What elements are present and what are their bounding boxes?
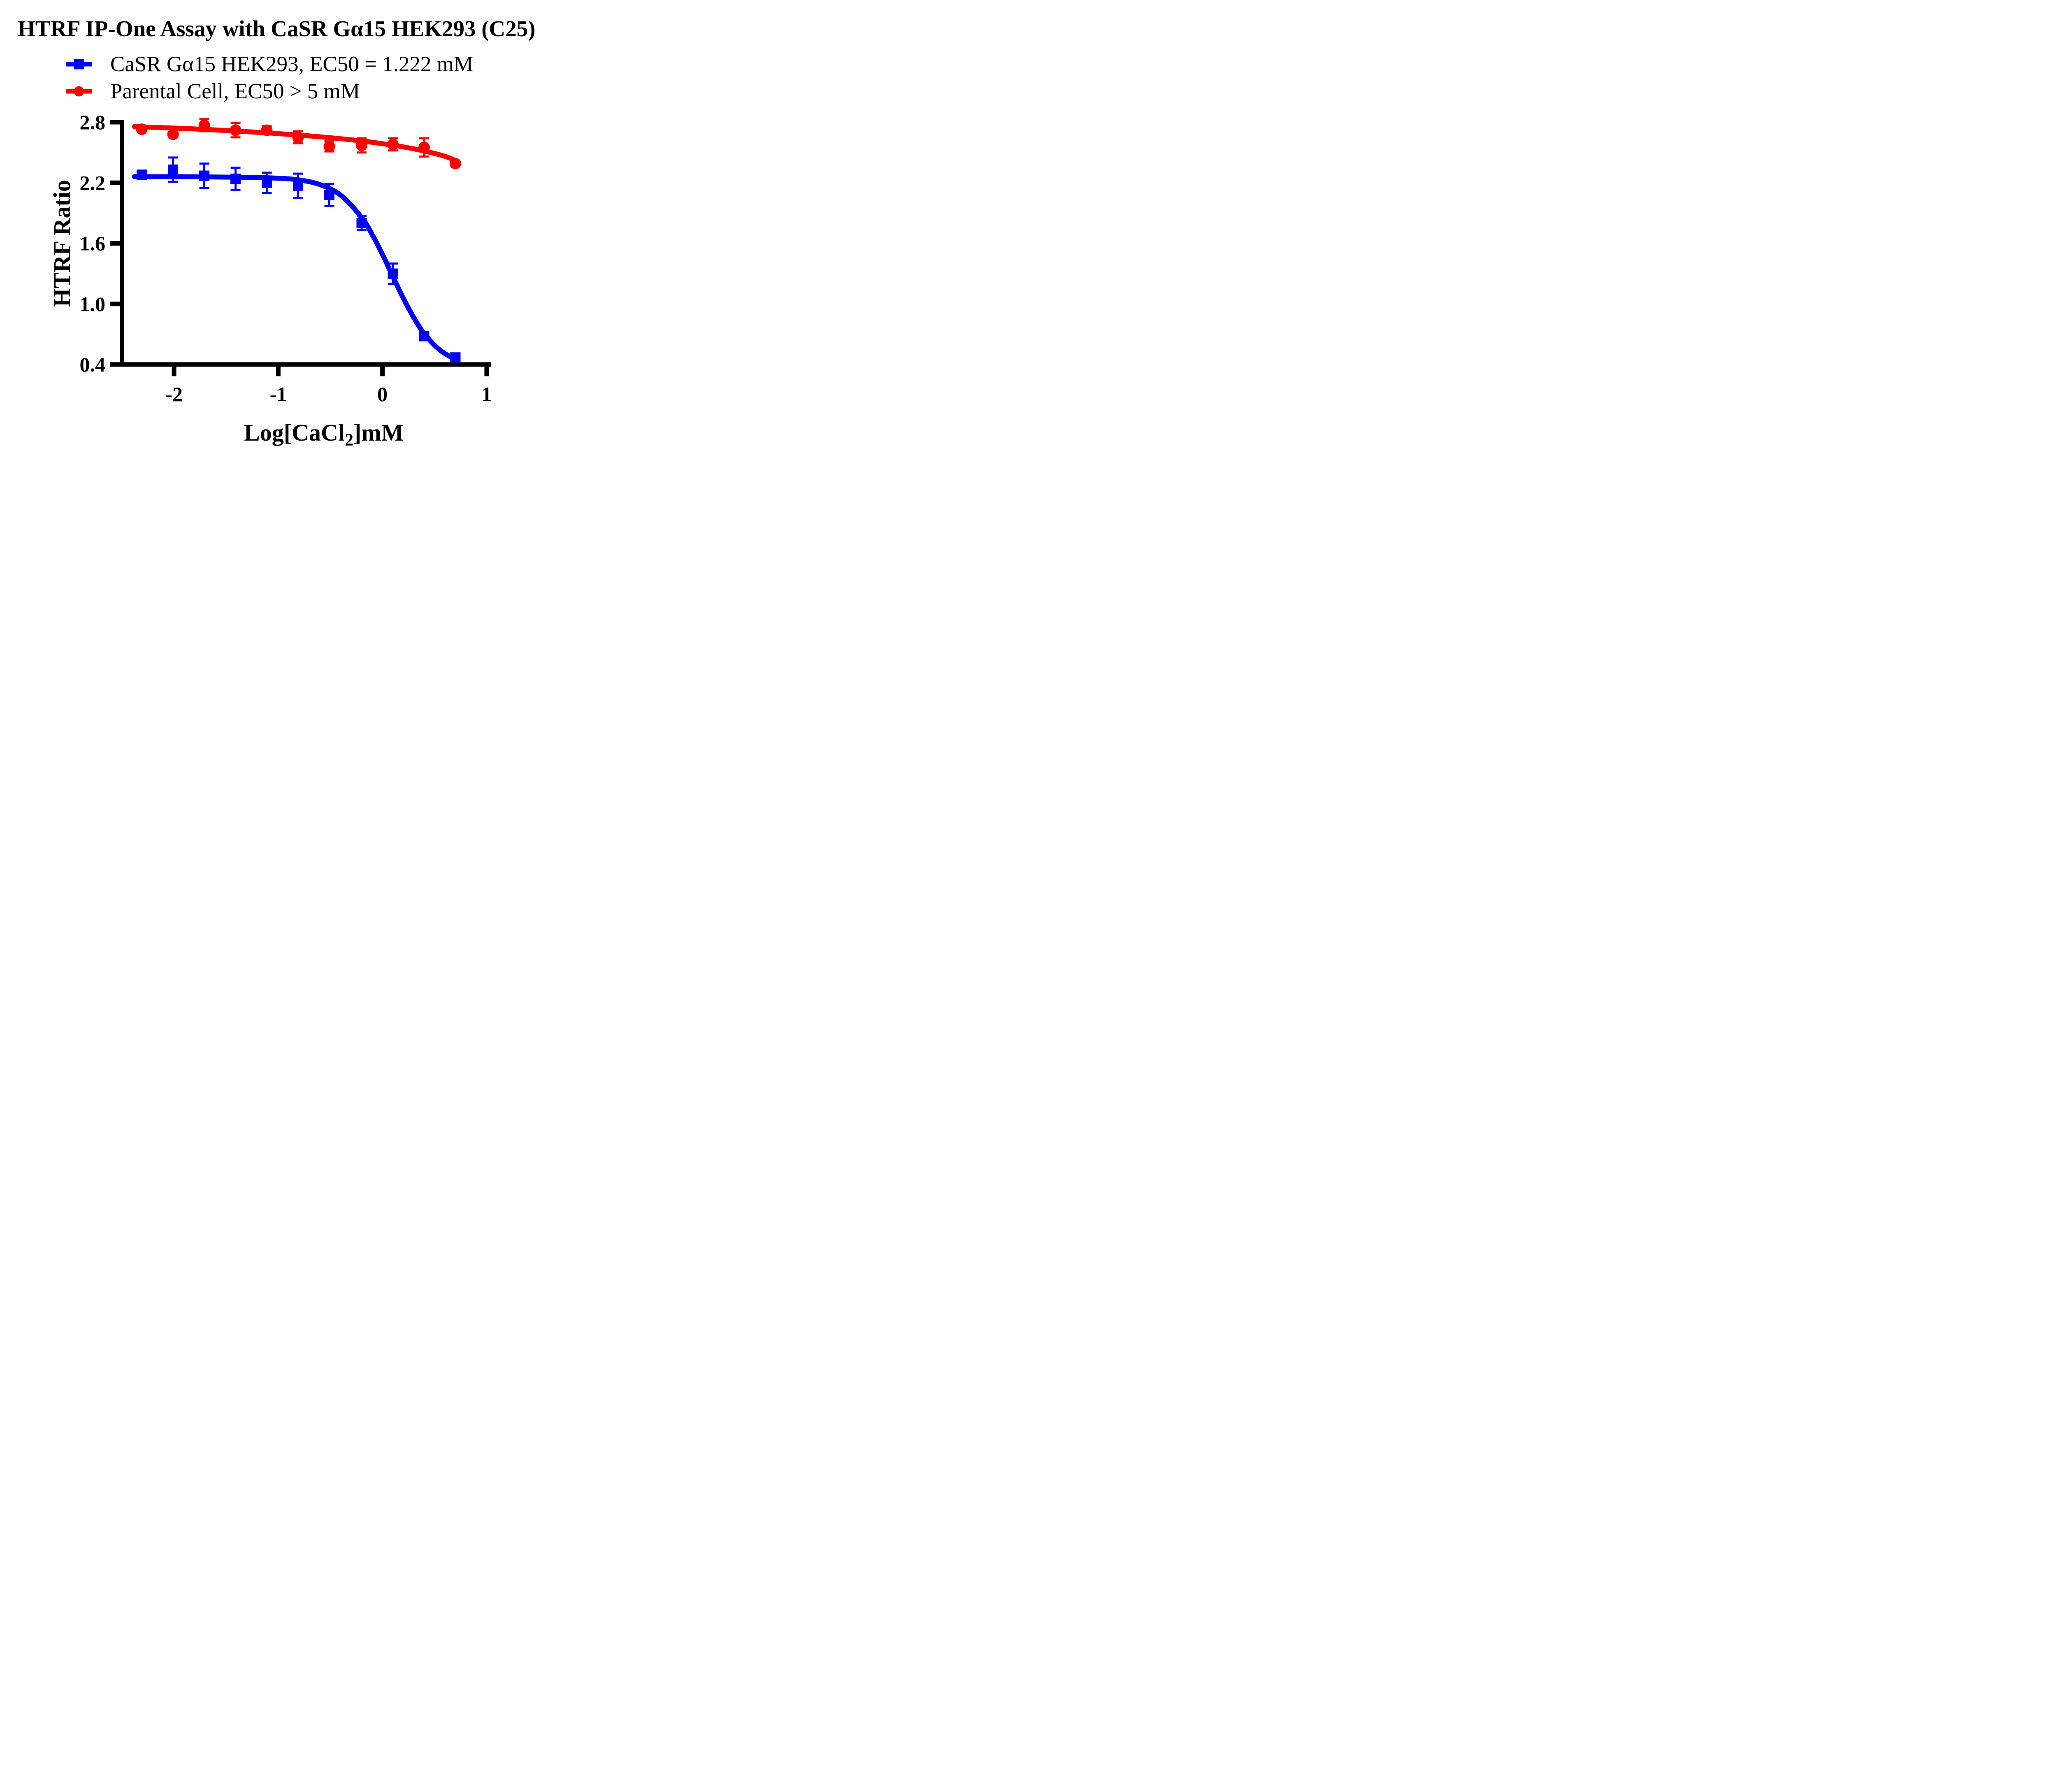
y-tick-label: 1.0 — [80, 292, 106, 316]
data-point-square — [199, 170, 210, 181]
y-axis-title: HTRF Ratio — [49, 180, 75, 307]
data-point-square — [293, 181, 304, 191]
data-point-square — [419, 331, 430, 341]
chart-title: HTRF IP-One Assay with CaSR Gα15 HEK293 … — [18, 16, 536, 41]
data-point-circle — [323, 140, 335, 152]
data-point-circle — [292, 131, 304, 143]
data-point-circle — [261, 124, 273, 136]
legend-marker-square — [66, 56, 92, 72]
x-axis-title: Log[CaCl2]mM — [244, 419, 404, 448]
legend-item-parental: Parental Cell, EC50 > 5 mM — [66, 78, 473, 105]
legend: CaSR Gα15 HEK293, EC50 = 1.222 mM Parent… — [66, 51, 473, 105]
data-point-square — [388, 268, 398, 279]
data-point-circle — [230, 124, 241, 136]
data-point-square — [230, 173, 241, 184]
y-tick-label: 1.6 — [80, 232, 106, 255]
data-point-circle — [356, 139, 368, 151]
x-tick-label: 1 — [481, 383, 492, 406]
circle-marker-icon — [74, 86, 84, 97]
data-point-square — [262, 177, 272, 188]
fit-curve-blue — [132, 174, 459, 363]
data-point-square — [450, 352, 461, 363]
data-point-circle — [136, 123, 148, 135]
data-point-circle — [449, 158, 461, 169]
data-point-square — [137, 169, 147, 180]
data-point-square — [356, 218, 367, 228]
x-tick-label: 0 — [377, 383, 388, 406]
legend-item-casr: CaSR Gα15 HEK293, EC50 = 1.222 mM — [66, 51, 473, 78]
legend-label-parental: Parental Cell, EC50 > 5 mM — [110, 79, 360, 103]
data-point-circle — [167, 128, 179, 140]
data-point-circle — [198, 119, 210, 131]
data-point-square — [324, 190, 335, 200]
data-point-circle — [418, 142, 430, 153]
series-casr — [137, 156, 461, 363]
x-tick-label: -1 — [270, 383, 287, 406]
data-point-circle — [387, 138, 399, 150]
y-tick-label: 0.4 — [80, 353, 106, 376]
plot-svg: 2.8 2.2 1.6 1.0 0.4 -2 -1 0 1 Log[CaCl2]mM HTRF Ra… — [49, 111, 492, 448]
data-point-square — [168, 164, 179, 175]
legend-label-casr: CaSR Gα15 HEK293, EC50 = 1.222 mM — [110, 52, 474, 76]
y-tick-label: 2.8 — [80, 111, 106, 134]
square-marker-icon — [74, 59, 84, 70]
series-parental — [136, 118, 461, 169]
y-tick-label: 2.2 — [80, 171, 106, 194]
chart: HTRF IP-One Assay with CaSR Gα15 HEK293 … — [0, 0, 608, 448]
legend-marker-circle — [66, 83, 92, 100]
x-tick-label: -2 — [165, 383, 183, 406]
